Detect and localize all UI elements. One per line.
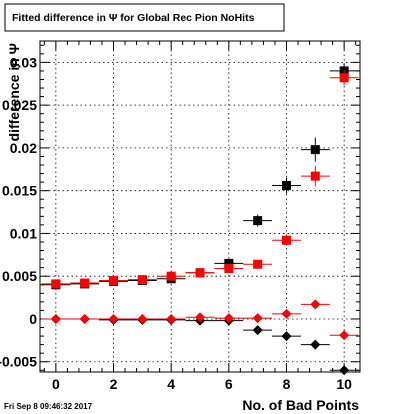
square-marker <box>224 258 234 268</box>
data-point <box>41 313 71 324</box>
square-marker <box>195 268 205 278</box>
data-point <box>272 235 301 246</box>
square-marker <box>339 73 349 83</box>
plot-frame <box>39 40 361 373</box>
x-tick-label: 4 <box>167 376 175 392</box>
x-axis-title: No. of Bad Points <box>242 397 359 413</box>
data-series <box>41 63 359 376</box>
data-point <box>300 339 330 350</box>
square-marker <box>80 278 90 288</box>
data-point <box>243 259 273 269</box>
x-tick-label: 10 <box>336 376 352 392</box>
square-marker <box>224 264 234 274</box>
y-tick-label: -0.005 <box>0 354 37 370</box>
data-point <box>243 325 273 336</box>
data-point <box>329 365 359 376</box>
series-4 <box>41 299 359 341</box>
title-box-border <box>4 3 285 32</box>
diamond-marker <box>281 331 292 342</box>
square-marker <box>310 145 320 155</box>
series-2 <box>41 70 359 289</box>
y-tick-label: 0.02 <box>10 140 37 156</box>
diamond-marker <box>310 299 321 310</box>
diamond-marker <box>108 313 119 324</box>
square-marker <box>253 259 263 269</box>
diamond-marker <box>252 325 263 336</box>
square-marker <box>51 279 61 289</box>
diamond-marker <box>166 313 177 324</box>
square-marker <box>281 235 291 245</box>
data-point <box>272 308 301 319</box>
square-marker <box>310 171 320 181</box>
data-point <box>99 275 128 285</box>
data-point <box>300 299 330 310</box>
data-point <box>99 313 128 324</box>
data-point <box>185 268 215 278</box>
square-marker <box>137 275 147 285</box>
data-point <box>272 177 301 194</box>
y-tick-label: 0.015 <box>2 183 37 199</box>
data-point <box>243 214 273 227</box>
data-point <box>272 331 301 342</box>
x-tick-label: 8 <box>283 376 291 392</box>
data-point <box>329 330 359 341</box>
data-point <box>156 313 186 324</box>
diamond-marker <box>339 365 350 376</box>
y-tick-label: 0.01 <box>10 225 37 241</box>
data-point <box>156 271 186 281</box>
y-tick-label: 0.03 <box>10 54 37 70</box>
diamond-marker <box>223 313 234 324</box>
diamond-marker <box>195 312 205 323</box>
x-tick-labels: 0 2 4 6 8 10 <box>52 376 352 392</box>
data-point <box>300 137 330 162</box>
diamond-marker <box>310 339 321 350</box>
data-point <box>41 279 71 289</box>
data-point <box>329 70 359 86</box>
y-tick-labels: -0.005 0 0.005 0.01 0.015 0.02 0.025 0.03 <box>0 54 37 369</box>
x-tick-label: 2 <box>110 376 118 392</box>
y-tick-label: 0.005 <box>2 268 37 284</box>
series-3 <box>41 313 359 376</box>
timestamp: Fri Sep 8 09:46:32 2017 <box>4 402 93 411</box>
diamond-marker <box>339 330 350 341</box>
data-point <box>243 313 273 324</box>
data-point <box>70 278 100 288</box>
y-axis-title: difference in Ψ <box>6 43 22 141</box>
square-marker <box>109 275 119 285</box>
diamond-marker <box>281 308 292 319</box>
y-tick-label: 0.025 <box>2 97 37 113</box>
x-tick-label: 6 <box>225 376 233 392</box>
diamond-marker <box>79 313 90 324</box>
data-point <box>70 313 100 324</box>
data-point <box>185 312 215 323</box>
data-point <box>127 275 157 285</box>
data-point <box>214 313 244 324</box>
title-box: Fitted difference in Ψ for Global Rec Pi… <box>4 3 285 32</box>
chart-title: Fitted difference in Ψ for Global Rec Pi… <box>12 12 255 24</box>
square-marker <box>253 216 263 226</box>
diamond-marker <box>137 313 148 324</box>
data-point <box>127 313 157 324</box>
data-point <box>214 264 244 274</box>
square-marker <box>166 271 176 281</box>
diamond-marker <box>50 313 61 324</box>
y-tick-label: 0 <box>29 311 37 327</box>
x-tick-label: 0 <box>52 376 60 392</box>
data-point <box>300 165 330 187</box>
square-marker <box>281 181 291 191</box>
diamond-marker <box>252 313 263 324</box>
